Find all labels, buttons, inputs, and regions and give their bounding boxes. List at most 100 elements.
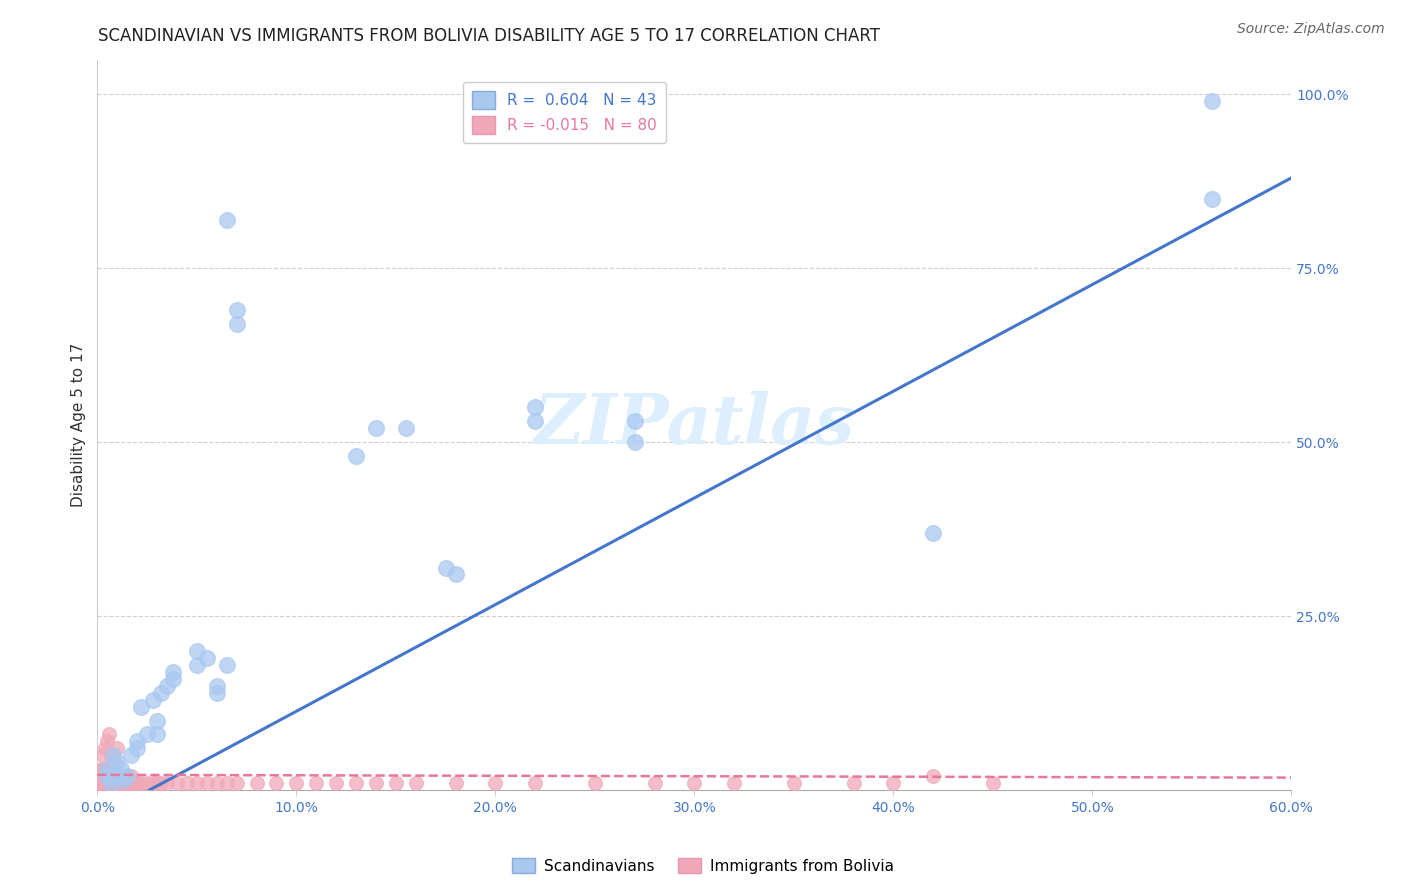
Point — [205, 679, 228, 693]
Point — [524, 95, 547, 109]
Point — [162, 672, 184, 686]
Point — [100, 776, 122, 790]
Point — [444, 776, 467, 790]
Point — [205, 776, 228, 790]
Point — [100, 748, 122, 763]
Point — [524, 776, 547, 790]
Point — [215, 776, 238, 790]
Point — [142, 776, 165, 790]
Point — [118, 776, 141, 790]
Point — [127, 741, 149, 756]
Point — [325, 776, 347, 790]
Point — [305, 776, 328, 790]
Point — [156, 776, 179, 790]
Point — [434, 560, 457, 574]
Point — [100, 776, 122, 790]
Legend: R =  0.604   N = 43, R = -0.015   N = 80: R = 0.604 N = 43, R = -0.015 N = 80 — [463, 82, 666, 143]
Point — [344, 449, 367, 463]
Point — [90, 769, 112, 783]
Point — [96, 769, 118, 783]
Point — [100, 769, 122, 783]
Point — [104, 756, 127, 770]
Point — [136, 727, 159, 741]
Point — [90, 776, 112, 790]
Point — [162, 665, 184, 679]
Point — [225, 303, 247, 318]
Point — [981, 776, 1004, 790]
Point — [385, 776, 408, 790]
Point — [842, 776, 865, 790]
Point — [110, 762, 132, 776]
Point — [105, 741, 128, 756]
Point — [103, 762, 125, 776]
Point — [98, 776, 121, 790]
Point — [150, 686, 173, 700]
Point — [285, 776, 308, 790]
Point — [103, 776, 125, 790]
Point — [395, 421, 418, 435]
Point — [583, 776, 606, 790]
Point — [186, 776, 208, 790]
Point — [94, 741, 117, 756]
Point — [90, 762, 112, 776]
Point — [91, 748, 114, 763]
Point — [623, 414, 645, 428]
Point — [89, 769, 111, 783]
Point — [129, 699, 152, 714]
Point — [1201, 192, 1223, 206]
Point — [96, 762, 118, 776]
Point — [122, 776, 145, 790]
Point — [105, 756, 128, 770]
Point — [110, 776, 132, 790]
Text: Source: ZipAtlas.com: Source: ZipAtlas.com — [1237, 22, 1385, 37]
Point — [142, 692, 165, 706]
Point — [91, 776, 114, 790]
Point — [524, 414, 547, 428]
Point — [195, 651, 218, 665]
Point — [683, 776, 706, 790]
Point — [115, 776, 138, 790]
Point — [444, 567, 467, 582]
Point — [96, 776, 118, 790]
Point — [105, 769, 128, 783]
Point — [96, 769, 118, 783]
Point — [882, 776, 904, 790]
Point — [623, 435, 645, 450]
Point — [146, 727, 169, 741]
Point — [922, 769, 945, 783]
Point — [364, 776, 387, 790]
Point — [108, 776, 131, 790]
Point — [129, 776, 152, 790]
Point — [225, 776, 247, 790]
Point — [225, 317, 247, 331]
Point — [186, 657, 208, 672]
Point — [723, 776, 745, 790]
Point — [156, 679, 179, 693]
Point — [186, 644, 208, 658]
Point — [98, 769, 121, 783]
Point — [127, 734, 149, 748]
Point — [783, 776, 806, 790]
Point — [120, 748, 142, 763]
Point — [98, 727, 121, 741]
Point — [91, 762, 114, 776]
Point — [112, 772, 135, 787]
Point — [215, 657, 238, 672]
Point — [114, 776, 136, 790]
Point — [112, 769, 135, 783]
Point — [94, 762, 117, 776]
Point — [94, 776, 117, 790]
Point — [136, 776, 159, 790]
Text: ZIPatlas: ZIPatlas — [534, 391, 855, 458]
Point — [146, 714, 169, 728]
Point — [344, 776, 367, 790]
Point — [405, 776, 427, 790]
Point — [124, 776, 146, 790]
Point — [922, 525, 945, 540]
Point — [127, 776, 149, 790]
Point — [94, 769, 117, 783]
Point — [215, 212, 238, 227]
Point — [105, 769, 128, 783]
Point — [91, 769, 114, 783]
Point — [150, 776, 173, 790]
